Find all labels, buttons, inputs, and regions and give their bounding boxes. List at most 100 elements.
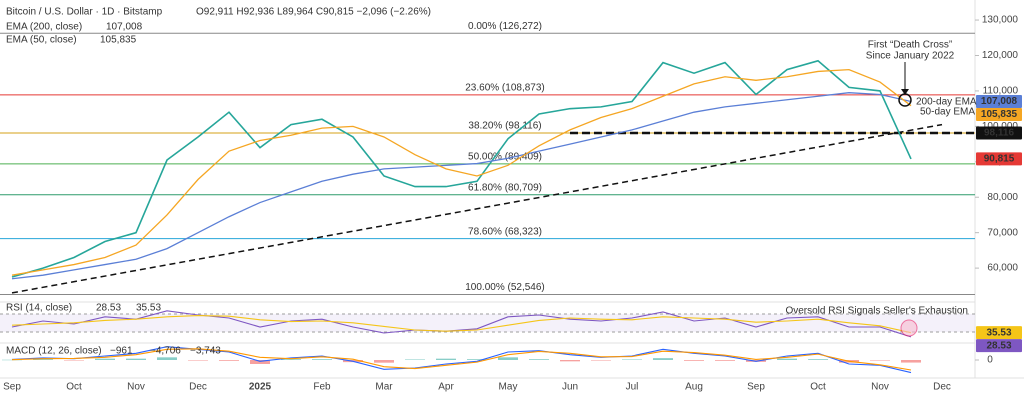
histogram-bar bbox=[312, 359, 332, 360]
series-line bbox=[11, 69, 912, 276]
legend-name: EMA (200, close) bbox=[6, 22, 82, 33]
legend-value: −961 bbox=[110, 346, 133, 357]
series-line bbox=[11, 348, 912, 371]
x-tick-label: Oct bbox=[810, 382, 826, 393]
y-tick-label: 130,000 bbox=[982, 15, 1019, 26]
x-tick-label: 2025 bbox=[249, 382, 272, 393]
legend-value: −3,743 bbox=[190, 346, 221, 357]
y-tick-label: 110,000 bbox=[983, 86, 1019, 97]
price-tag bbox=[976, 339, 1022, 353]
legend-name: EMA (50, close) bbox=[6, 35, 77, 46]
x-tick-label: Sep bbox=[3, 382, 21, 393]
fib-label: 78.60% (68,323) bbox=[468, 226, 542, 237]
fib-label: 100.00% (52,546) bbox=[465, 282, 545, 293]
histogram-bar bbox=[591, 360, 611, 361]
price-tag bbox=[976, 152, 1022, 166]
histogram-bar bbox=[405, 359, 425, 360]
macd-title: MACD (12, 26, close) bbox=[6, 346, 102, 357]
price-tag-label: 107,008 bbox=[981, 96, 1018, 107]
histogram-bar bbox=[622, 359, 642, 360]
x-tick-label: Sep bbox=[747, 382, 765, 393]
histogram-bar bbox=[715, 360, 735, 361]
y-tick-label: 120,000 bbox=[982, 50, 1019, 61]
y-tick-label: 70,000 bbox=[987, 227, 1018, 238]
histogram-bar bbox=[653, 358, 673, 360]
ohlc-readout: O92,911 H92,936 L89,964 C90,815 −2,096 (… bbox=[196, 7, 431, 18]
price-tag-label: 105,835 bbox=[981, 109, 1018, 120]
annotation: 200-day EMA bbox=[916, 97, 977, 108]
histogram-bar bbox=[64, 360, 84, 361]
x-tick-label: Feb bbox=[313, 382, 331, 393]
plot: 0.00% (126,272) 23.60% (108,873) 38.20% (9… bbox=[0, 21, 975, 374]
x-tick-label: Aug bbox=[685, 382, 703, 393]
trendline bbox=[11, 123, 943, 294]
fib-label: 61.80% (80,709) bbox=[468, 182, 542, 193]
highlight bbox=[898, 93, 912, 107]
histogram-bar bbox=[188, 360, 208, 361]
price-tag-label: 35.53 bbox=[986, 327, 1011, 338]
y-tick-label: 100,000 bbox=[982, 121, 1019, 132]
histogram-bar bbox=[467, 359, 487, 360]
y-tick-label: 0 bbox=[987, 355, 993, 366]
series-line bbox=[11, 59, 912, 278]
histogram-bar bbox=[498, 357, 518, 360]
price-tag bbox=[976, 108, 1022, 122]
legend-value: 105,835 bbox=[100, 35, 137, 46]
histogram-bar bbox=[219, 360, 239, 361]
x-tick-label: Nov bbox=[127, 382, 145, 393]
histogram-bar bbox=[808, 359, 828, 360]
histogram-bar bbox=[560, 360, 580, 362]
histogram-bar bbox=[281, 359, 301, 360]
histogram-bar bbox=[529, 359, 549, 360]
rsi-band bbox=[0, 314, 975, 332]
fib-label: 50.00% (89,409) bbox=[468, 152, 542, 163]
legend-value: −4,706 bbox=[150, 346, 181, 357]
fib-label: 0.00% (126,272) bbox=[468, 21, 542, 32]
legend-value: 28.53 bbox=[96, 303, 121, 314]
x-tick-label: Jun bbox=[562, 382, 578, 393]
histogram-bar bbox=[901, 360, 921, 363]
x-tick-label: Jul bbox=[626, 382, 639, 393]
fib-label: 23.60% (108,873) bbox=[465, 83, 545, 94]
arrow-head bbox=[901, 89, 909, 95]
histogram-bar bbox=[777, 358, 797, 360]
histogram-bar bbox=[157, 357, 177, 360]
x-tick-label: Nov bbox=[871, 382, 889, 393]
price-tag-label: 28.53 bbox=[986, 340, 1011, 351]
fib-label: 38.20% (98,116) bbox=[468, 121, 541, 132]
x-tick-label: Oct bbox=[66, 382, 82, 393]
series-line bbox=[11, 92, 912, 280]
x-tick-label: Dec bbox=[933, 382, 951, 393]
annotation: First “Death Cross” bbox=[868, 40, 952, 51]
histogram-bar bbox=[95, 358, 115, 360]
rsi-title: RSI (14, close) bbox=[6, 303, 72, 314]
y-tick-label: 80,000 bbox=[987, 192, 1018, 203]
annotation: Oversold RSI Signals Seller's Exhaustion bbox=[785, 306, 968, 317]
highlight bbox=[900, 319, 918, 337]
price-tag-label: 90,815 bbox=[984, 154, 1015, 165]
price-tag bbox=[976, 126, 1022, 140]
histogram-bar bbox=[870, 360, 890, 361]
histogram-bar bbox=[684, 360, 704, 361]
histogram-bar bbox=[436, 358, 456, 360]
legend-value: 107,008 bbox=[106, 22, 143, 33]
histogram-bar bbox=[2, 359, 22, 361]
x-tick-label: Dec bbox=[189, 382, 207, 393]
price-tag bbox=[976, 95, 1022, 109]
y-tick-label: 60,000 bbox=[987, 263, 1018, 274]
chart-title: Bitcoin / U.S. Dollar · 1D · Bitstamp bbox=[6, 7, 163, 18]
histogram-bar bbox=[33, 359, 53, 360]
histogram-bar bbox=[250, 360, 270, 364]
x-tick-label: Mar bbox=[375, 382, 393, 393]
x-tick-label: May bbox=[499, 382, 518, 393]
histogram-bar bbox=[126, 358, 146, 360]
histogram-bar bbox=[374, 360, 394, 363]
annotation: 50-day EMA bbox=[920, 107, 975, 118]
series-line bbox=[11, 315, 912, 334]
price-tag bbox=[976, 326, 1022, 340]
series-line bbox=[11, 310, 912, 338]
x-tick-label: Apr bbox=[438, 382, 454, 393]
price-tag-label: 98,116 bbox=[984, 128, 1014, 139]
